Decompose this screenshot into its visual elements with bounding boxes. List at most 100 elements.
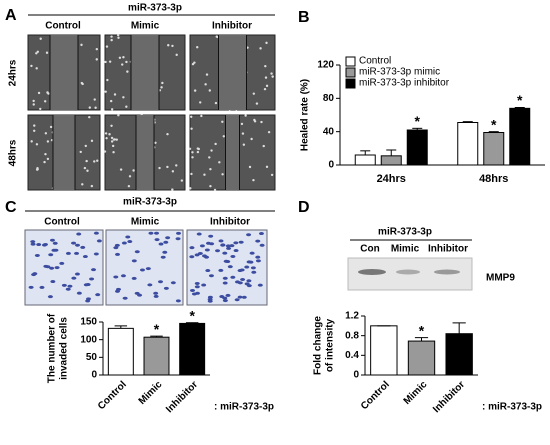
significance: *: [491, 116, 497, 132]
cell: [158, 166, 161, 170]
panel-title: miR-373-3p: [128, 3, 182, 14]
bar: [143, 336, 170, 376]
cell: [39, 37, 42, 40]
x-suffix: : miR-373-3p: [214, 402, 274, 413]
cell: [248, 260, 254, 264]
cell: [258, 232, 264, 236]
legend-swatch: [345, 56, 356, 67]
cell: [115, 138, 118, 141]
cell: [67, 284, 73, 288]
cell: [84, 144, 87, 148]
cell: [61, 283, 67, 287]
cell: [106, 78, 109, 82]
cell: [30, 242, 36, 246]
legend-label: miR-373-3p mimic: [359, 67, 440, 78]
cell: [93, 252, 99, 256]
cell: [93, 98, 96, 101]
legend-swatch: [345, 78, 356, 89]
cell: [110, 108, 114, 111]
bar: [445, 333, 473, 376]
cell: [220, 243, 226, 247]
cell: [189, 246, 195, 250]
cell: [166, 165, 169, 169]
cell: [215, 249, 221, 253]
cell: [193, 61, 196, 64]
cell: [214, 101, 218, 105]
cell: [93, 160, 96, 163]
cell: [265, 84, 269, 88]
cell: [246, 279, 252, 283]
bar: [407, 340, 436, 376]
cell: [121, 241, 127, 245]
cell: [265, 41, 268, 45]
cell: [46, 140, 50, 143]
cell: [221, 173, 224, 176]
y-tick-label: 40: [323, 126, 335, 137]
cell: [28, 285, 34, 289]
cell: [113, 275, 119, 279]
cell: [153, 294, 159, 298]
cell: [65, 287, 71, 291]
cell: [190, 127, 193, 130]
cell: [158, 242, 164, 246]
cell: [207, 299, 213, 303]
y-tick-label: 0: [328, 160, 334, 171]
cell: [119, 168, 123, 171]
cell: [194, 281, 200, 285]
wound: [53, 115, 75, 190]
cell: [263, 87, 267, 91]
cell: [94, 106, 97, 109]
cell: [96, 239, 102, 243]
lane-label: Inhibitor: [428, 244, 468, 255]
cell: [175, 299, 181, 303]
cell: [163, 286, 169, 290]
cell: [188, 147, 192, 150]
cell: [237, 281, 243, 285]
cell: [71, 276, 77, 280]
cell: [50, 280, 56, 284]
cell: [209, 184, 212, 188]
cell: [237, 269, 243, 273]
cell: [189, 288, 195, 292]
cell: [95, 293, 101, 297]
cell: [255, 102, 259, 105]
cell: [222, 276, 228, 280]
significance: *: [154, 321, 160, 337]
column-label: Control: [45, 21, 81, 32]
cell: [110, 35, 113, 38]
blot-band: [358, 269, 386, 275]
cell: [110, 136, 114, 140]
x-tick-label: Control: [359, 379, 392, 412]
cell: [203, 173, 206, 176]
blot-band: [396, 269, 420, 275]
cell: [249, 251, 255, 255]
cell: [128, 175, 132, 178]
cell: [262, 144, 265, 148]
cell: [154, 238, 160, 242]
cell: [242, 143, 246, 146]
cell: [114, 243, 120, 247]
cell: [36, 50, 39, 53]
cell: [76, 232, 82, 236]
cell: [265, 165, 269, 169]
cell: [165, 236, 171, 240]
cell: [204, 248, 210, 252]
column-label: Mimic: [131, 21, 160, 32]
cell: [199, 244, 205, 248]
cell: [86, 169, 89, 172]
cell: [125, 235, 131, 239]
cell: [175, 164, 178, 167]
cell: [148, 231, 154, 235]
cell: [233, 241, 239, 245]
cell: [145, 267, 151, 271]
cell: [131, 276, 137, 280]
cell: [65, 251, 71, 255]
cell: [194, 285, 200, 289]
cell: [104, 60, 107, 64]
wound: [50, 35, 78, 110]
y-axis-label: Healed rate (%): [300, 79, 311, 151]
cell: [117, 36, 120, 40]
cell: [109, 99, 113, 103]
cell: [170, 281, 176, 285]
cell: [117, 114, 120, 117]
